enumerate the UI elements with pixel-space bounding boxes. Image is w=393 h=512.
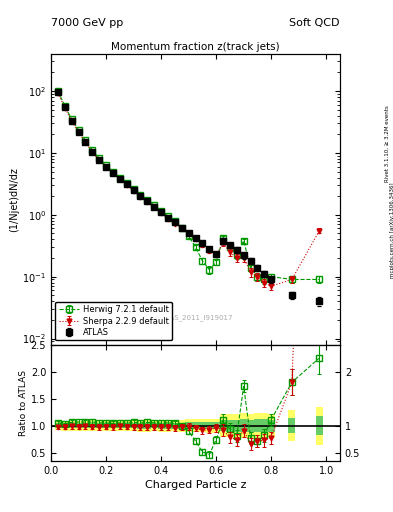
- Bar: [89, 420, 96, 431]
- Bar: [247, 420, 254, 432]
- Bar: [158, 423, 165, 429]
- Bar: [103, 420, 110, 431]
- Text: mcplots.cern.ch [arXiv:1306.3436]: mcplots.cern.ch [arXiv:1306.3436]: [390, 183, 393, 278]
- Bar: [233, 414, 240, 438]
- Bar: [158, 420, 165, 432]
- Bar: [240, 413, 247, 438]
- Legend: Herwig 7.2.1 default, Sherpa 2.2.9 default, ATLAS: Herwig 7.2.1 default, Sherpa 2.2.9 defau…: [55, 302, 172, 340]
- Bar: [226, 420, 233, 432]
- Bar: [61, 423, 68, 428]
- Bar: [199, 419, 206, 433]
- Bar: [130, 423, 137, 429]
- Bar: [75, 421, 82, 431]
- Bar: [144, 420, 151, 432]
- Bar: [206, 419, 213, 433]
- Bar: [288, 411, 295, 441]
- Bar: [137, 423, 144, 429]
- Bar: [316, 407, 323, 444]
- Bar: [68, 421, 75, 431]
- Bar: [206, 422, 213, 429]
- Bar: [130, 420, 137, 431]
- Bar: [192, 419, 199, 432]
- Bar: [268, 420, 275, 432]
- Bar: [165, 420, 171, 432]
- Bar: [178, 422, 185, 429]
- Bar: [96, 423, 103, 429]
- Bar: [261, 413, 268, 438]
- Bar: [247, 414, 254, 438]
- Bar: [82, 423, 89, 428]
- Bar: [268, 414, 275, 438]
- Bar: [254, 419, 261, 432]
- Title: Momentum fraction z(track jets): Momentum fraction z(track jets): [111, 41, 280, 52]
- Bar: [75, 423, 82, 428]
- Bar: [171, 420, 178, 432]
- Bar: [103, 423, 110, 429]
- Bar: [192, 422, 199, 429]
- Bar: [254, 413, 261, 438]
- Bar: [110, 423, 116, 429]
- Text: 7000 GeV pp: 7000 GeV pp: [51, 18, 123, 28]
- Bar: [213, 422, 220, 429]
- Bar: [226, 414, 233, 437]
- Bar: [55, 421, 61, 430]
- Bar: [199, 422, 206, 429]
- Bar: [261, 419, 268, 432]
- Bar: [68, 423, 75, 428]
- Bar: [82, 420, 89, 431]
- Bar: [240, 419, 247, 432]
- Bar: [144, 423, 151, 429]
- Bar: [55, 423, 61, 428]
- Bar: [185, 422, 192, 429]
- Bar: [123, 420, 130, 431]
- Bar: [233, 420, 240, 432]
- Bar: [171, 423, 178, 429]
- Bar: [89, 423, 96, 428]
- Bar: [116, 420, 123, 431]
- Bar: [96, 420, 103, 431]
- Bar: [123, 423, 130, 429]
- Text: Rivet 3.1.10, ≥ 3.2M events: Rivet 3.1.10, ≥ 3.2M events: [385, 105, 389, 182]
- Bar: [178, 419, 185, 432]
- Bar: [116, 423, 123, 429]
- Bar: [316, 416, 323, 435]
- X-axis label: Charged Particle z: Charged Particle z: [145, 480, 246, 490]
- Y-axis label: Ratio to ATLAS: Ratio to ATLAS: [19, 370, 28, 436]
- Text: ATLAS_2011_I919017: ATLAS_2011_I919017: [158, 314, 233, 321]
- Bar: [61, 421, 68, 431]
- Bar: [220, 414, 226, 437]
- Y-axis label: (1/Njet)dN/dz: (1/Njet)dN/dz: [9, 167, 20, 231]
- Bar: [151, 420, 158, 431]
- Bar: [185, 419, 192, 432]
- Bar: [151, 423, 158, 429]
- Bar: [288, 418, 295, 433]
- Bar: [213, 419, 220, 433]
- Text: Soft QCD: Soft QCD: [290, 18, 340, 28]
- Bar: [220, 420, 226, 431]
- Bar: [165, 422, 171, 429]
- Bar: [137, 420, 144, 432]
- Bar: [110, 420, 116, 431]
